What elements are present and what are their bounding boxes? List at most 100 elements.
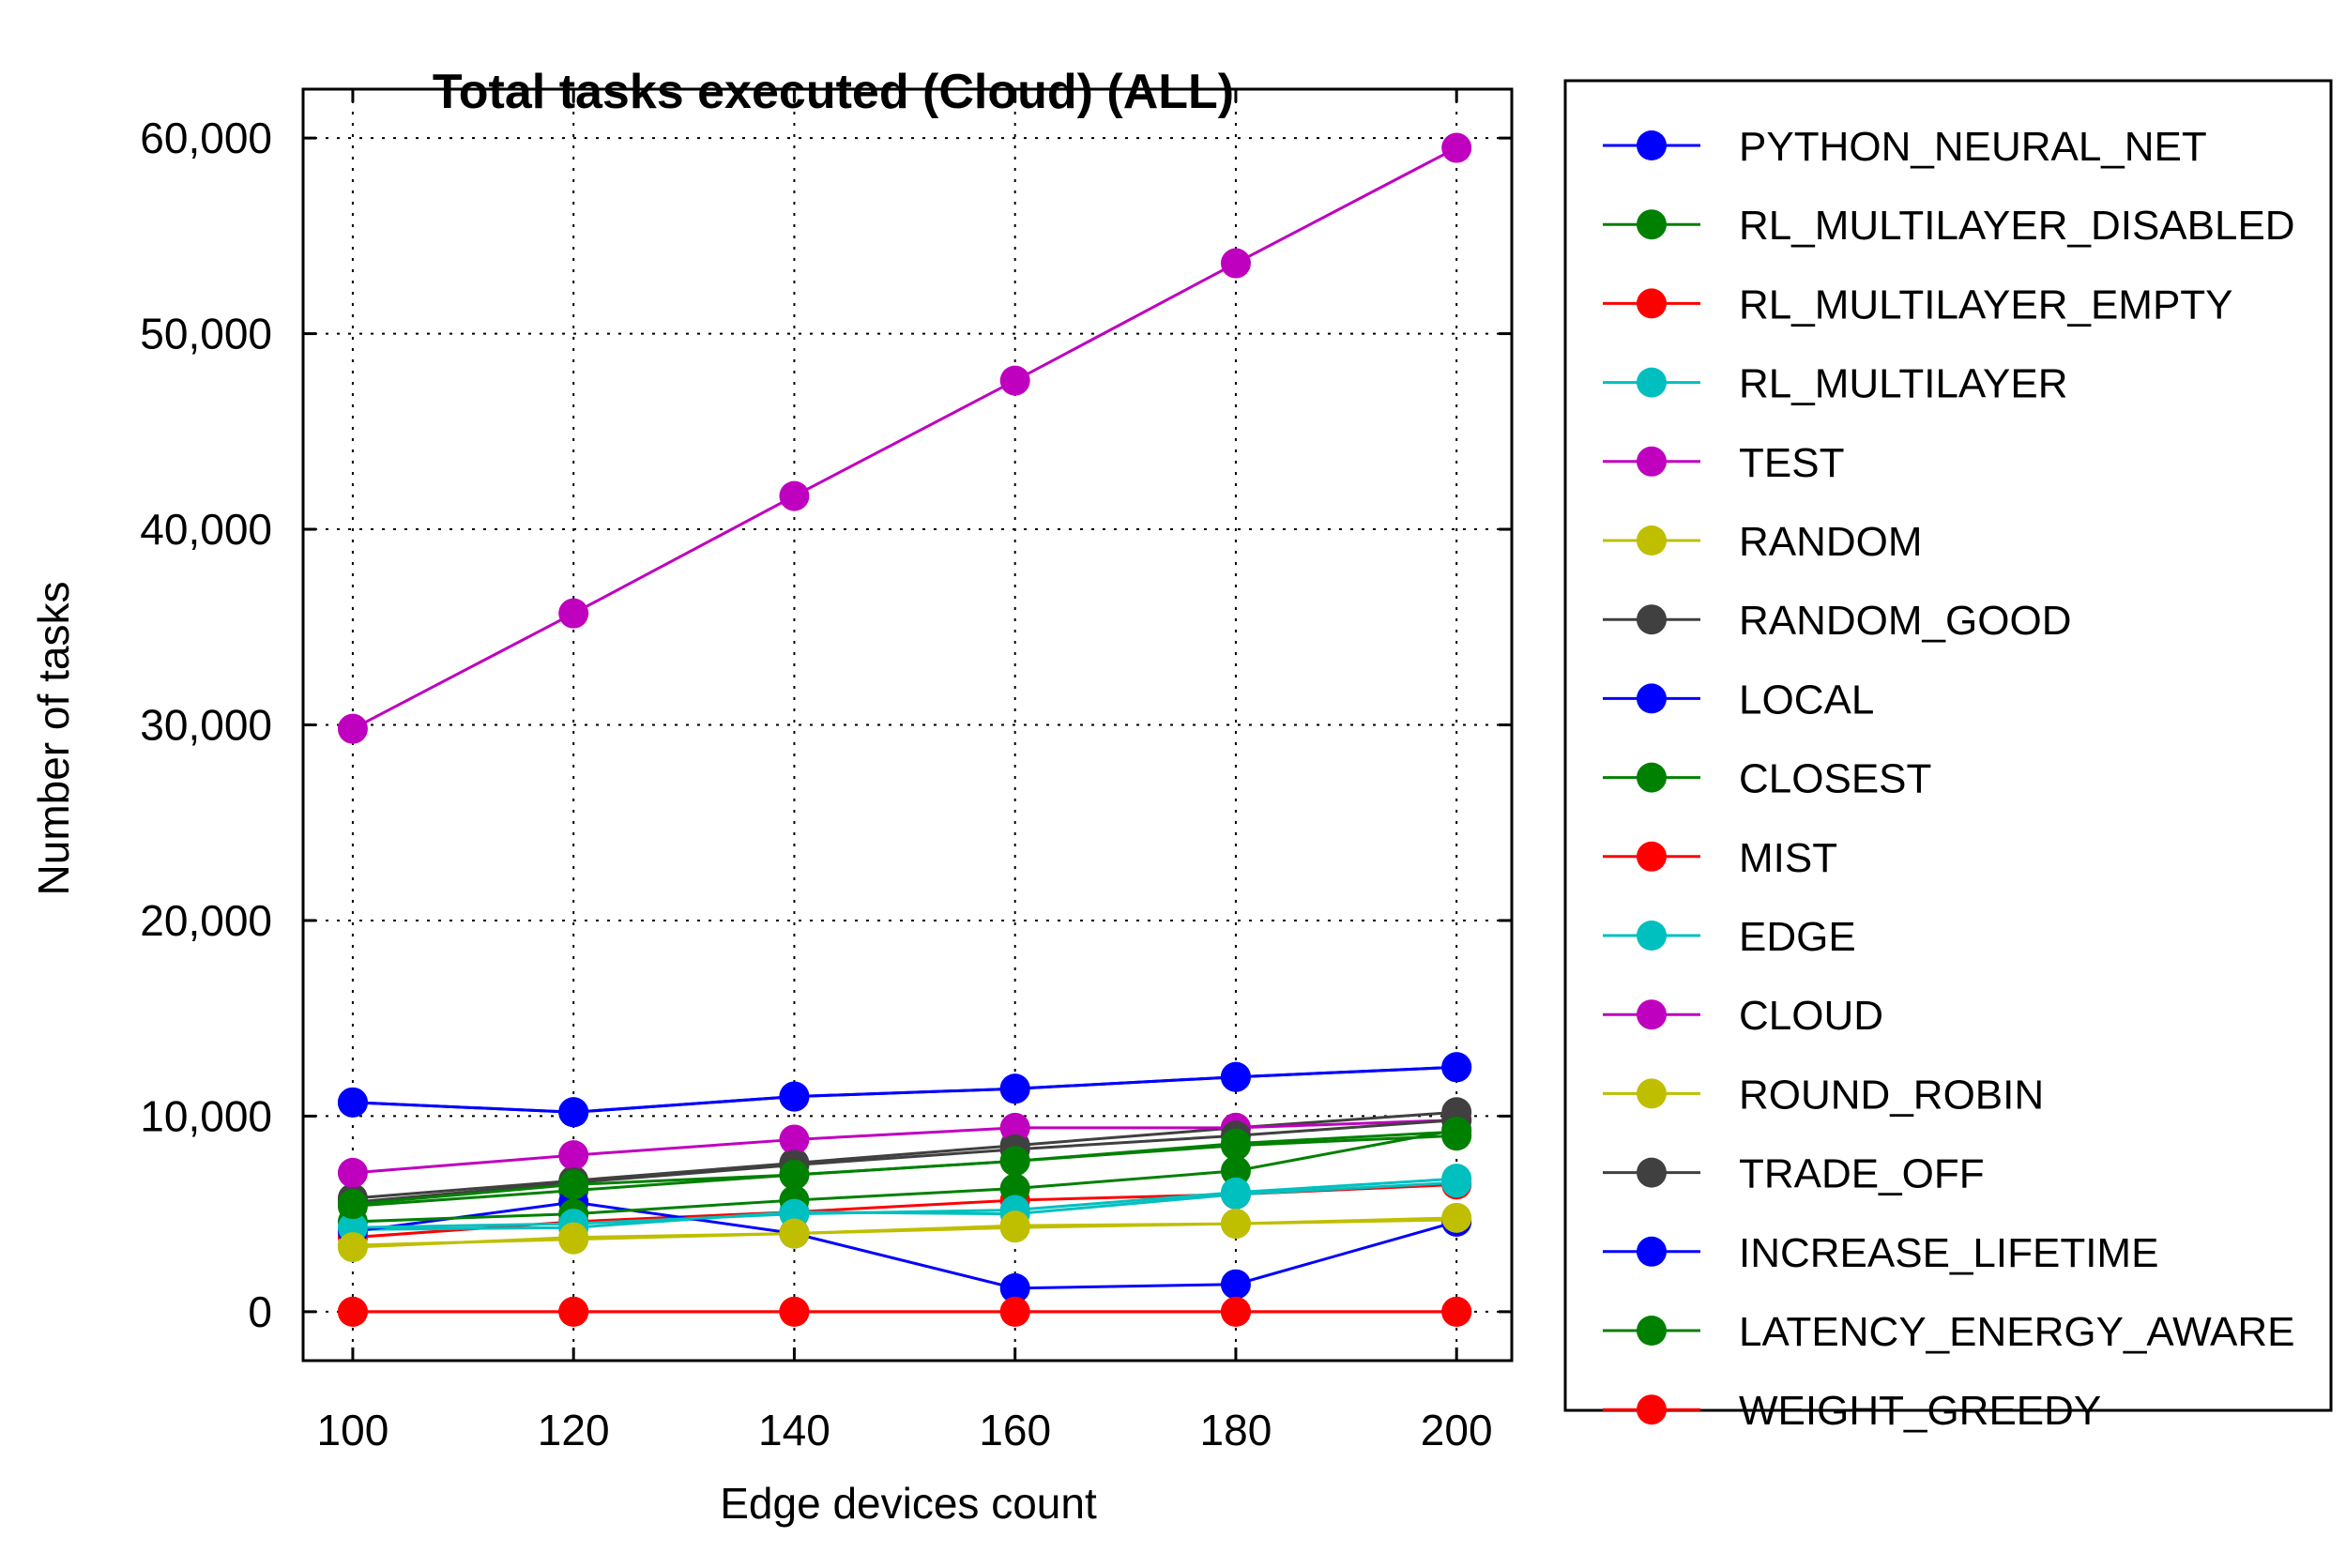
data-point <box>1220 1061 1251 1092</box>
legend-entry: TRADE_OFF <box>1603 1151 1985 1197</box>
data-point <box>999 1272 1030 1303</box>
legend-label: ROUND_ROBIN <box>1739 1072 2044 1118</box>
series-latency-energy-aware <box>337 1117 1472 1220</box>
data-point <box>999 1112 1030 1143</box>
x-tick-label: 140 <box>758 1406 830 1454</box>
data-point <box>1220 1128 1251 1159</box>
y-tick-label: 10,000 <box>140 1091 272 1140</box>
legend-label: CLOUD <box>1739 993 1883 1039</box>
y-tick-label: 40,000 <box>140 505 272 554</box>
legend-entry: EDGE <box>1603 914 1856 960</box>
legend-marker <box>1637 1394 1667 1425</box>
legend-label: CLOSEST <box>1739 756 1931 802</box>
data-point <box>1441 1202 1472 1233</box>
axis-ticks: 100 120 140 160 180 200 0 10,000 20,000 30,000 40,… <box>140 89 1512 1454</box>
series-line <box>352 1065 1457 1114</box>
legend-marker <box>1637 446 1667 477</box>
series-line <box>352 1119 1457 1175</box>
y-tick-label: 20,000 <box>140 896 272 945</box>
data-point <box>1441 1052 1472 1083</box>
legend-marker <box>1637 841 1667 872</box>
data-point <box>779 1159 810 1190</box>
data-point <box>999 1210 1030 1241</box>
legend-marker <box>1637 1236 1667 1267</box>
legend-label: PYTHON_NEURAL_NET <box>1739 124 2207 170</box>
legend-entry: TEST <box>1603 440 1844 486</box>
series-layer <box>337 132 1472 1327</box>
series-line <box>352 1119 1457 1204</box>
x-tick-label: 160 <box>979 1406 1051 1454</box>
data-point <box>558 1140 589 1171</box>
legend-marker <box>1637 1316 1667 1346</box>
legend-marker <box>1637 604 1667 635</box>
legend-marker <box>1637 367 1667 398</box>
legend-label: TEST <box>1739 440 1844 486</box>
legend-entry: INCREASE_LIFETIME <box>1603 1230 2158 1276</box>
legend-marker <box>1637 209 1667 240</box>
data-point <box>1220 1296 1251 1327</box>
legend-entry: LOCAL <box>1603 677 1874 723</box>
x-tick-label: 180 <box>1200 1406 1272 1454</box>
legend-entry: RANDOM_GOOD <box>1603 598 2071 644</box>
data-point <box>1220 1209 1251 1240</box>
series-line <box>352 146 1457 730</box>
data-point <box>1441 1117 1472 1148</box>
data-point <box>337 1296 368 1327</box>
legend-label: RANDOM_GOOD <box>1739 598 2071 644</box>
y-tick-label: 50,000 <box>140 310 272 358</box>
legend-marker <box>1637 683 1667 714</box>
legend-marker <box>1637 999 1667 1030</box>
data-point <box>779 1081 810 1112</box>
legend-label: EDGE <box>1739 914 1856 960</box>
legend: PYTHON_NEURAL_NET RL_MULTILAYER_DISABLED R… <box>1603 124 2295 1434</box>
data-point <box>999 1173 1030 1204</box>
legend-label: LATENCY_ENERGY_AWARE <box>1739 1309 2295 1355</box>
legend-label: RANDOM <box>1739 519 1923 565</box>
data-point <box>337 1157 368 1188</box>
legend-label: RL_MULTILAYER_DISABLED <box>1739 203 2295 249</box>
legend-entry: LATENCY_ENERGY_AWARE <box>1603 1309 2295 1355</box>
data-point <box>558 1296 589 1327</box>
series-line <box>352 1200 1457 1290</box>
data-point <box>779 1296 810 1327</box>
series-test <box>337 132 1472 744</box>
legend-label: MIST <box>1739 835 1837 881</box>
legend-entry: ROUND_ROBIN <box>1603 1072 2044 1118</box>
data-point <box>779 1218 810 1249</box>
legend-marker <box>1637 130 1667 160</box>
legend-marker <box>1637 288 1667 319</box>
data-point <box>1441 132 1472 163</box>
legend-box <box>1563 79 2333 1412</box>
legend-marker <box>1637 525 1667 556</box>
series-weight-greedy <box>337 1296 1472 1327</box>
data-point <box>337 1232 368 1263</box>
data-point <box>999 1296 1030 1327</box>
x-tick-label: 120 <box>538 1406 610 1454</box>
data-point <box>337 1189 368 1220</box>
data-point <box>999 365 1030 396</box>
legend-marker <box>1637 921 1667 951</box>
data-point <box>1220 1155 1251 1186</box>
data-point <box>337 713 368 744</box>
series-line <box>352 1177 1457 1229</box>
legend-entry: CLOUD <box>1603 993 1883 1039</box>
series-line <box>352 1128 1457 1224</box>
data-point <box>1441 1164 1472 1195</box>
legend-label: WEIGHT_GREEDY <box>1739 1388 2101 1434</box>
legend-entry: WEIGHT_GREEDY <box>1603 1388 2101 1434</box>
data-point <box>1441 1296 1472 1327</box>
chart-title: Total tasks executed (Cloud) (ALL) <box>433 65 1234 119</box>
y-axis-label: Number of tasks <box>29 582 78 896</box>
x-tick-label: 100 <box>317 1406 389 1454</box>
legend-entry: RANDOM <box>1603 519 1923 565</box>
legend-label: TRADE_OFF <box>1739 1151 1985 1197</box>
y-tick-label: 30,000 <box>140 701 272 750</box>
data-point <box>999 1073 1030 1104</box>
y-tick-label: 60,000 <box>140 114 272 162</box>
series-line <box>352 1216 1457 1249</box>
data-point <box>558 1222 589 1253</box>
legend-entry: RL_MULTILAYER <box>1603 361 2067 407</box>
series-round-robin <box>337 1202 1472 1263</box>
